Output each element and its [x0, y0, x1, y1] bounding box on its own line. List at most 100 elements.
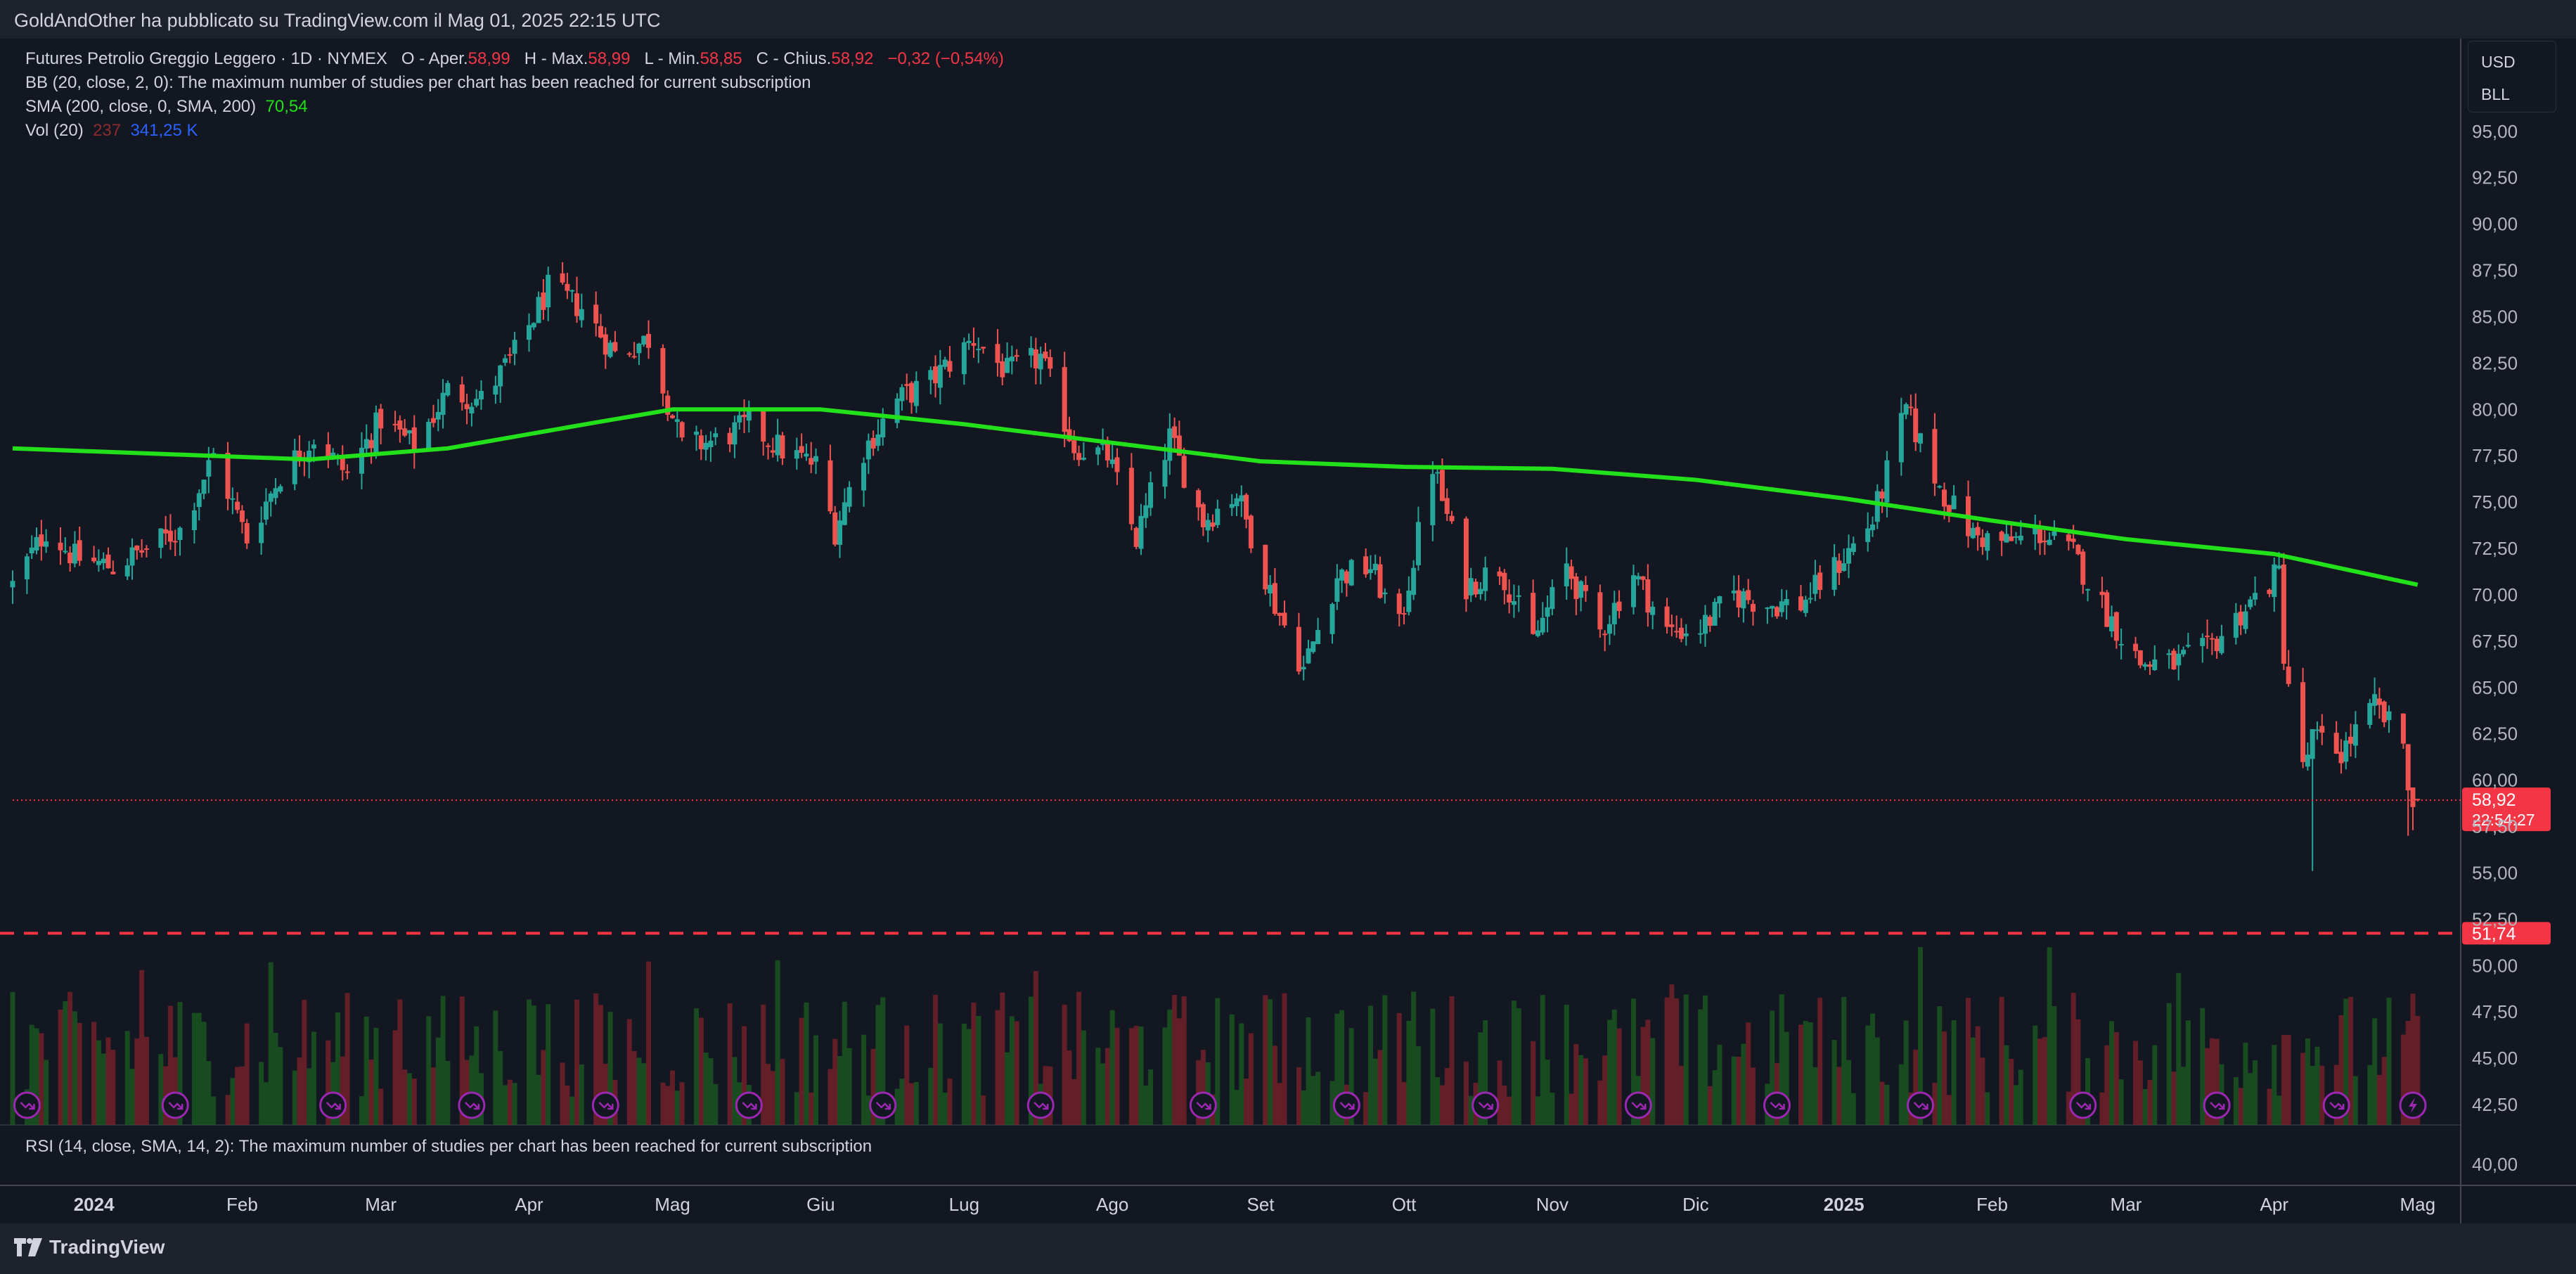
candle-body: [703, 442, 709, 450]
candle-body: [1918, 433, 1924, 444]
volume-bar: [1717, 1044, 1722, 1125]
volume-bar: [2272, 1045, 2277, 1125]
volume-bar: [1683, 994, 1689, 1125]
candle-body: [143, 548, 149, 550]
candle-body: [1980, 537, 1985, 548]
volume-bar: [1597, 1080, 1603, 1125]
volume-bar: [1937, 1006, 1943, 1125]
volume-bar: [344, 993, 350, 1125]
volume-bar: [1531, 1041, 1536, 1125]
volume-bar: [1167, 1009, 1173, 1125]
volume-bar: [402, 1069, 408, 1125]
volume-bar: [426, 1016, 432, 1125]
candle-body: [1167, 428, 1173, 461]
candle-body: [1263, 544, 1268, 590]
candle-body: [646, 333, 652, 348]
volume-bar: [172, 1057, 178, 1125]
rsi-label[interactable]: RSI (14, close, SMA, 14, 2): The maximum…: [25, 1137, 872, 1156]
candle-body: [24, 556, 30, 579]
volume-bar: [1339, 1010, 1345, 1125]
trend-arrow-icon: [20, 1102, 35, 1110]
time-axis-label: Feb: [226, 1194, 258, 1215]
candle-body: [2147, 664, 2153, 667]
volume-bar: [406, 1073, 412, 1125]
volume-bar: [598, 1005, 603, 1125]
volume-bar: [928, 1067, 934, 1125]
candle-body: [225, 452, 231, 499]
candle-body: [761, 411, 766, 442]
volume-bar: [1511, 1000, 1516, 1125]
candle-body: [2410, 787, 2416, 807]
candle-body: [598, 326, 603, 338]
volume-bar: [2181, 1067, 2187, 1125]
volume-bar: [1784, 1031, 1789, 1125]
candle-body: [976, 349, 981, 351]
volume-bar: [1367, 1005, 1373, 1125]
volume-bar: [1712, 1070, 1718, 1125]
volume-bar: [34, 1028, 39, 1125]
candle-body: [603, 334, 608, 355]
candle-body: [1884, 460, 1890, 503]
volume-bar: [2243, 1043, 2248, 1125]
candle-body: [1306, 648, 1311, 664]
volume-bar: [143, 1036, 149, 1125]
legend-sma-row[interactable]: SMA (200, close, 0, SMA, 200) 70,54: [25, 97, 308, 117]
candle-body: [1736, 590, 1741, 608]
volume-bar: [392, 1030, 398, 1125]
volume-bar: [1798, 1024, 1803, 1125]
candle-body: [1406, 591, 1412, 612]
candle-body: [742, 414, 747, 418]
candle-body: [330, 452, 336, 458]
tradingview-brand[interactable]: TradingView: [14, 1236, 165, 1259]
volume-bar: [2185, 1020, 2191, 1125]
candle-body: [1105, 442, 1110, 461]
volume-bar: [39, 1033, 44, 1125]
horizontal-line-badge: [2462, 922, 2551, 945]
candle-body: [1133, 527, 1139, 547]
time-axis-label: Giu: [806, 1194, 835, 1215]
volume-bar: [813, 1035, 819, 1125]
candle-body: [2400, 713, 2406, 744]
trend-arrow-icon: [1033, 1102, 1049, 1110]
candle-body: [1803, 599, 1808, 613]
candle-body: [91, 558, 97, 562]
candle-body: [129, 547, 135, 566]
volume-bar: [1239, 1023, 1244, 1125]
candle-body: [1573, 576, 1579, 599]
volume-bar: [1268, 999, 1273, 1125]
volume-bar: [2113, 1032, 2119, 1125]
volume-bar: [1578, 1055, 1584, 1125]
volume-bar: [670, 1070, 676, 1125]
volume-bar: [775, 960, 780, 1125]
currency-unit-selector[interactable]: USD BLL: [2468, 41, 2556, 112]
volume-bar: [1836, 1067, 1842, 1125]
price-tick-label: 70,00: [2472, 584, 2518, 605]
volume-bar: [1095, 1048, 1101, 1125]
candle-body: [239, 510, 245, 522]
legend-vol-row[interactable]: Vol (20) 237 341,25 K: [25, 121, 198, 141]
volume-bar: [1301, 1090, 1306, 1125]
candle-body: [2381, 701, 2387, 723]
legend-bb-row[interactable]: BB (20, close, 2, 0): The maximum number…: [25, 73, 811, 93]
volume-bar: [2075, 1019, 2081, 1125]
volume-bar: [2343, 998, 2349, 1125]
candle-body: [2118, 644, 2124, 646]
candle-body: [502, 358, 508, 363]
high-label: H - Max.: [524, 49, 588, 68]
candle-body: [2214, 638, 2220, 652]
top-bar: GoldAndOther ha pubblicato su TradingVie…: [0, 0, 2576, 44]
candle-body: [1296, 626, 1301, 672]
time-axis-label: Dic: [1682, 1194, 1709, 1215]
candle-body: [2080, 551, 2086, 585]
candle-body: [631, 356, 637, 358]
candle-body: [177, 527, 183, 540]
candle-body: [2200, 638, 2205, 646]
time-axis-label: Nov: [1536, 1194, 1569, 1215]
volume-bar: [761, 1004, 766, 1125]
volume-bar: [72, 1011, 77, 1125]
volume-bar: [474, 1026, 479, 1125]
unit-label: BLL: [2481, 85, 2510, 103]
volume-bar: [2367, 1064, 2373, 1125]
volume-bar: [1817, 998, 1823, 1125]
